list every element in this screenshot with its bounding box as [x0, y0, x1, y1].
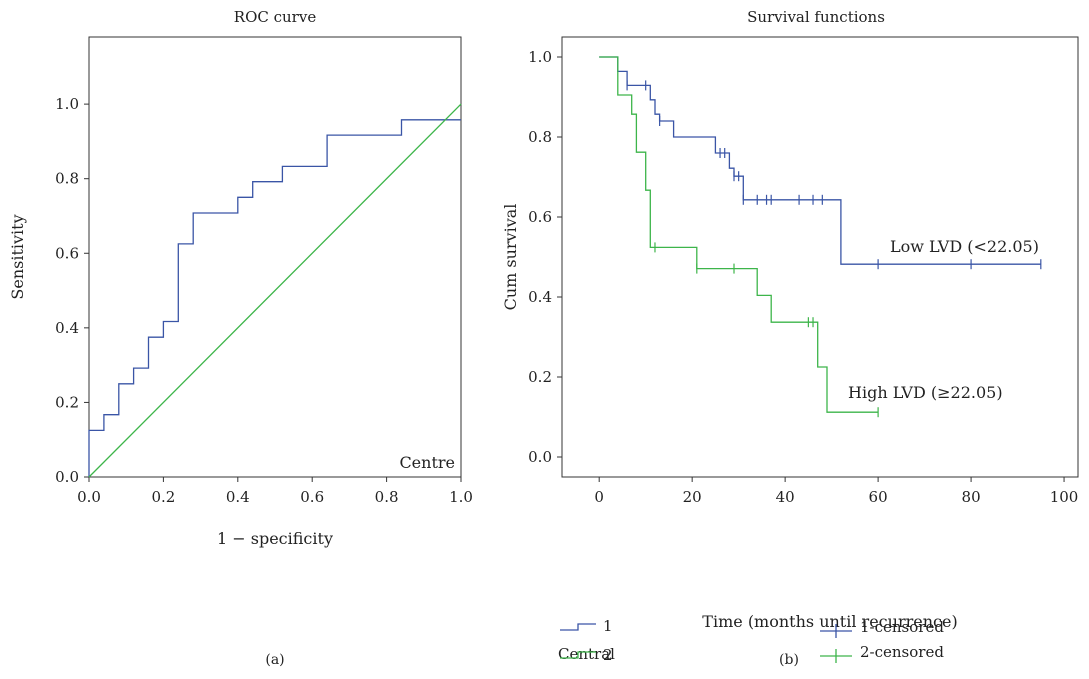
panel-label-b: (b)	[779, 652, 799, 668]
roc-y-tick-label: 1.0	[55, 95, 79, 113]
roc-x-tick-label: 1.0	[449, 488, 473, 506]
roc-title: ROC curve	[234, 8, 317, 26]
survival-x-label: Time (months until recurrence)	[702, 612, 957, 631]
series-label-low-lvd: Low LVD (<22.05)	[890, 237, 1039, 256]
series-label-high-lvd: High LVD (≥22.05)	[848, 383, 1003, 402]
survival-x-tick-label: 100	[1050, 488, 1079, 506]
legend-entry-2: 2	[603, 646, 613, 664]
roc-series	[88, 103, 462, 478]
legend-censored-swatch-2	[820, 649, 852, 663]
survival-curve-1	[599, 56, 1041, 265]
roc-x-tick-label: 0.4	[226, 488, 250, 506]
reference-diagonal	[88, 103, 462, 478]
roc-x-tick-label: 0.8	[375, 488, 399, 506]
roc-y-label: Sensitivity	[8, 214, 27, 299]
survival-series	[599, 56, 1041, 413]
roc-y-tick-label: 0.6	[55, 244, 79, 262]
survival-x-tick-label: 20	[683, 488, 702, 506]
survival-y-axis: 0.0 0.2 0.4 0.6 0.8 1.0	[528, 48, 562, 466]
survival-x-tick-label: 60	[869, 488, 888, 506]
roc-annotation: Centre	[399, 453, 455, 472]
roc-y-tick-label: 0.0	[55, 468, 79, 486]
survival-plot-frame	[561, 36, 1079, 478]
legend-censored-swatch-1	[820, 624, 852, 638]
legend-swatch-2	[560, 651, 596, 659]
survival-y-tick-label: 0.8	[528, 128, 552, 146]
roc-curve	[88, 119, 461, 477]
survival-y-tick-label: 0.4	[528, 288, 552, 306]
roc-panel: ROC curve 0.0 0.2 0.4 0.6 0.8 1.0 0.00.20.40.…	[8, 8, 473, 668]
survival-x-tick-label: 0	[594, 488, 604, 506]
roc-x-tick-label: 0.2	[151, 488, 175, 506]
legend-censored-2: 2-censored	[860, 643, 944, 661]
roc-x-axis: 0.0 0.2 0.4 0.6 0.8 1.0	[77, 477, 473, 506]
legend-swatch-1	[560, 623, 596, 631]
roc-y-tick-label: 0.8	[55, 170, 79, 188]
panel-label-a: (a)	[265, 652, 284, 668]
survival-panel: Survival functions 0 20 40 60 80 100 0.00.20.…	[501, 8, 1079, 668]
survival-x-axis: 0 20 40 60 80 100	[594, 477, 1078, 506]
survival-y-tick-label: 0.0	[528, 448, 552, 466]
roc-x-label: 1 − specificity	[217, 529, 333, 548]
roc-plot-frame	[88, 36, 462, 478]
roc-x-tick-label: 0.6	[300, 488, 324, 506]
survival-y-tick-label: 1.0	[528, 48, 552, 66]
legend-censored-1: 1-censored	[860, 618, 944, 636]
legend-entry-1: 1	[603, 617, 613, 635]
roc-y-tick-label: 0.4	[55, 319, 79, 337]
survival-censor-marks	[626, 80, 1042, 418]
survival-title: Survival functions	[747, 8, 885, 26]
roc-y-tick-label: 0.2	[55, 393, 79, 411]
survival-x-tick-label: 40	[776, 488, 795, 506]
survival-y-tick-label: 0.6	[528, 208, 552, 226]
survival-y-tick-label: 0.2	[528, 368, 552, 386]
survival-curve-2	[599, 56, 879, 413]
roc-x-tick-label: 0.0	[77, 488, 101, 506]
roc-y-axis: 0.0 0.2 0.4 0.6 0.8 1.0	[55, 95, 89, 486]
survival-x-tick-label: 80	[962, 488, 981, 506]
legend: Central 1 2 1-censored 2-censored	[558, 617, 944, 664]
survival-y-label: Cum survival	[501, 204, 520, 311]
